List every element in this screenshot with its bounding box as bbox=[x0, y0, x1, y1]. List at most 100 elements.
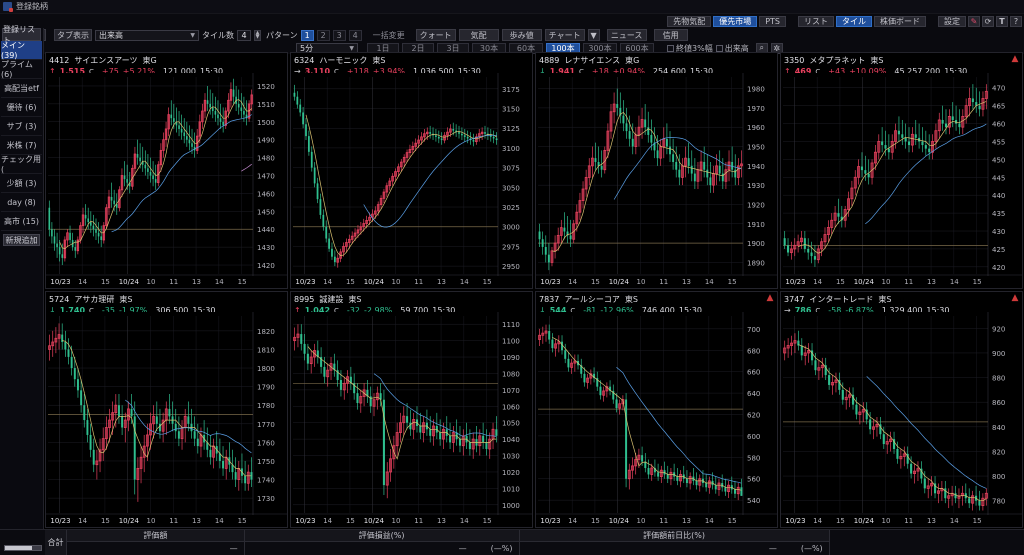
quote-time: 15:30 bbox=[457, 67, 481, 76]
close-tag: C bbox=[815, 306, 821, 315]
sidebar-item-0[interactable]: メイン (39) bbox=[1, 41, 42, 60]
svg-text:13: 13 bbox=[192, 517, 201, 525]
svg-text:1780: 1780 bbox=[257, 402, 275, 410]
candlestick-chart[interactable]: 920 900 880 860 840 820 800 780 10/23 14 15 10/24 10… bbox=[781, 312, 1022, 527]
svg-text:470: 470 bbox=[992, 85, 1005, 93]
tab-display-button[interactable]: タブ表示 bbox=[54, 29, 92, 41]
chart-button[interactable]: チャート bbox=[544, 29, 585, 41]
settings-button[interactable]: 設定 bbox=[938, 15, 966, 27]
window-title: 登録銘柄 bbox=[16, 2, 48, 11]
sidebar-item-9[interactable]: 高市 (15) bbox=[1, 212, 42, 231]
svg-text:10: 10 bbox=[637, 517, 646, 525]
text-size-icon[interactable]: T bbox=[996, 15, 1008, 27]
candlestick-chart[interactable]: 1110 1100 1090 1080 1070 1060 1050 1040 1030 1020… bbox=[291, 312, 532, 527]
candlestick-chart[interactable]: 1980 1970 1960 1950 1940 1930 1920 1910 1900 1890… bbox=[536, 73, 777, 288]
sidebar-item-7[interactable]: 少額 (3) bbox=[1, 174, 42, 193]
daychange-percent: (—%) bbox=[800, 544, 823, 553]
svg-text:10/24: 10/24 bbox=[854, 278, 875, 286]
tile-header: 4889 レナサイエンス 東G ↓ 1,941 C +18 +0.94% 254,600 15:3… bbox=[536, 53, 777, 76]
svg-text:10/24: 10/24 bbox=[364, 517, 385, 525]
sort-select[interactable]: 出来高 ▼ bbox=[95, 29, 199, 41]
direction-arrow-icon: → bbox=[784, 306, 791, 315]
futures-quote-button[interactable]: 先物気配 bbox=[667, 15, 712, 27]
checkbox-box bbox=[715, 44, 723, 52]
view-tile-button[interactable]: タイル bbox=[836, 15, 872, 27]
chart-tile[interactable]: 7837 アールシーコア 東S ↓ 544 C -81 -12.96% 746,400 15:30… bbox=[535, 291, 778, 528]
quote-button[interactable]: クォート bbox=[415, 29, 456, 41]
price-change-percent: +5.21% bbox=[122, 67, 155, 76]
svg-text:1510: 1510 bbox=[257, 101, 275, 109]
alert-icon[interactable]: ▲ bbox=[1011, 54, 1019, 64]
primary-market-button[interactable]: 優先市場 bbox=[713, 15, 758, 27]
scroll-handle[interactable] bbox=[4, 545, 42, 551]
alert-icon[interactable]: ▲ bbox=[766, 293, 774, 303]
svg-text:640: 640 bbox=[747, 390, 760, 398]
refresh-icon[interactable]: ⟳ bbox=[982, 15, 994, 27]
chart-tile[interactable]: 5724 アサカ理研 東S ↓ 1,740 C -35 -1.97% 306,500 15:30 1… bbox=[45, 291, 288, 528]
svg-text:1470: 1470 bbox=[257, 173, 275, 181]
direction-arrow-icon: ↓ bbox=[49, 306, 56, 315]
quote-time: 15:30 bbox=[944, 67, 968, 76]
svg-text:15: 15 bbox=[728, 278, 737, 286]
chart-tile[interactable]: 8995 誠建設 東S ↑ 1,042 C -32 -2.98% 59,700 15:30 1110… bbox=[290, 291, 533, 528]
margin-button[interactable]: 信用 bbox=[653, 29, 688, 41]
tile-identity: 4889 レナサイエンス 東G bbox=[539, 55, 774, 66]
last-price: 1,740 bbox=[59, 306, 86, 315]
sidebar-item-2[interactable]: 高配当etf bbox=[1, 79, 42, 98]
tile-count-input[interactable]: 4 bbox=[237, 29, 251, 41]
svg-text:1790: 1790 bbox=[257, 384, 275, 392]
svg-text:1810: 1810 bbox=[257, 346, 275, 354]
sidebar-item-8[interactable]: day (8) bbox=[1, 193, 42, 212]
view-list-button[interactable]: リスト bbox=[798, 15, 834, 27]
pts-button[interactable]: PTS bbox=[759, 15, 786, 27]
svg-text:15: 15 bbox=[238, 278, 247, 286]
close-3pct-checkbox[interactable]: 終値3%幅 bbox=[667, 43, 713, 54]
sidebar-item-6[interactable]: チェック用 ( bbox=[1, 155, 42, 174]
chart-tile[interactable]: 3747 インタートレード 東S → 786 C -58 -6.87% 1,329,400 15:… bbox=[780, 291, 1023, 528]
ticker-code: 3747 bbox=[784, 295, 805, 304]
bulk-change-label[interactable]: 一括変更 bbox=[372, 30, 405, 40]
pen-icon[interactable]: ✎ bbox=[968, 15, 980, 27]
svg-text:2950: 2950 bbox=[502, 263, 520, 271]
svg-text:450: 450 bbox=[992, 156, 1005, 164]
chart-tile[interactable]: 4889 レナサイエンス 東G ↓ 1,941 C +18 +0.94% 254,600 15:3… bbox=[535, 52, 778, 289]
chart-svg: 920 900 880 860 840 820 800 780 10/23 14 15 10/24 10… bbox=[781, 312, 1022, 527]
pattern-button-4[interactable]: 4 bbox=[348, 29, 362, 41]
tile-count-stepper[interactable]: ▲ ▼ bbox=[254, 29, 261, 41]
candlestick-chart[interactable]: 1520 1510 1500 1490 1480 1470 1460 1450 1440 1430… bbox=[46, 73, 287, 288]
svg-text:13: 13 bbox=[682, 517, 691, 525]
order-book-button[interactable]: 気配 bbox=[458, 29, 499, 41]
alert-icon[interactable]: ▲ bbox=[1011, 293, 1019, 303]
candlestick-chart[interactable]: 470 465 460 455 450 445 440 435 430 425 420 10/23 14… bbox=[781, 73, 1022, 288]
sidebar-item-1[interactable]: プライム (6) bbox=[1, 60, 42, 79]
pattern-button-1[interactable]: 1 bbox=[300, 29, 314, 41]
pattern-button-2[interactable]: 2 bbox=[316, 29, 330, 41]
chevron-down-icon: ▼ bbox=[190, 31, 195, 39]
sidebar-item-3[interactable]: 優待 (6) bbox=[1, 98, 42, 117]
svg-text:1460: 1460 bbox=[257, 190, 275, 198]
view-board-button[interactable]: 株価ボード bbox=[874, 15, 926, 27]
chart-tile[interactable]: 3350 メタプラネット 東S ↑ 469 C +43 +10.09% 45,257,200 15… bbox=[780, 52, 1023, 289]
svg-text:1900: 1900 bbox=[747, 240, 765, 248]
candlestick-chart[interactable]: 3175 3150 3125 3100 3075 3050 3025 3000 2975 2950… bbox=[291, 73, 532, 288]
candlestick-chart[interactable]: 700 680 660 640 620 600 580 560 540 10/23 14 15 10/2… bbox=[536, 312, 777, 527]
market-code: 東S bbox=[372, 56, 386, 65]
svg-text:1920: 1920 bbox=[747, 201, 765, 209]
close-tag: C bbox=[334, 306, 339, 315]
sidebar-item-4[interactable]: サブ (3) bbox=[1, 117, 42, 136]
candlestick-chart[interactable]: 1820 1810 1800 1790 1780 1770 1760 1750 1740 1730… bbox=[46, 312, 287, 527]
chart-options-chevron-icon[interactable]: ▼ bbox=[587, 29, 600, 41]
chart-tile[interactable]: 4412 サイエンスアーツ 東G ↑ 1,515 C +75 +5.21% 121,000 15:… bbox=[45, 52, 288, 289]
svg-text:1030: 1030 bbox=[502, 453, 520, 461]
tick-history-button[interactable]: 歩み値 bbox=[501, 29, 542, 41]
help-icon[interactable]: ? bbox=[1010, 15, 1022, 27]
news-button[interactable]: ニュース bbox=[606, 29, 647, 41]
price-change-percent: +3.94% bbox=[372, 67, 406, 76]
add-new-list-button[interactable]: 新規追加 bbox=[3, 234, 40, 246]
svg-text:10/24: 10/24 bbox=[119, 517, 140, 525]
pattern-button-3[interactable]: 3 bbox=[332, 29, 346, 41]
chart-tile[interactable]: 6324 ハーモニック 東S → 3,110 C +118 +3.94% 1,036,500 15… bbox=[290, 52, 533, 289]
sidebar-item-5[interactable]: 米株 (7) bbox=[1, 136, 42, 155]
svg-text:900: 900 bbox=[992, 350, 1005, 358]
volume-checkbox[interactable]: 出来高 bbox=[715, 43, 749, 54]
